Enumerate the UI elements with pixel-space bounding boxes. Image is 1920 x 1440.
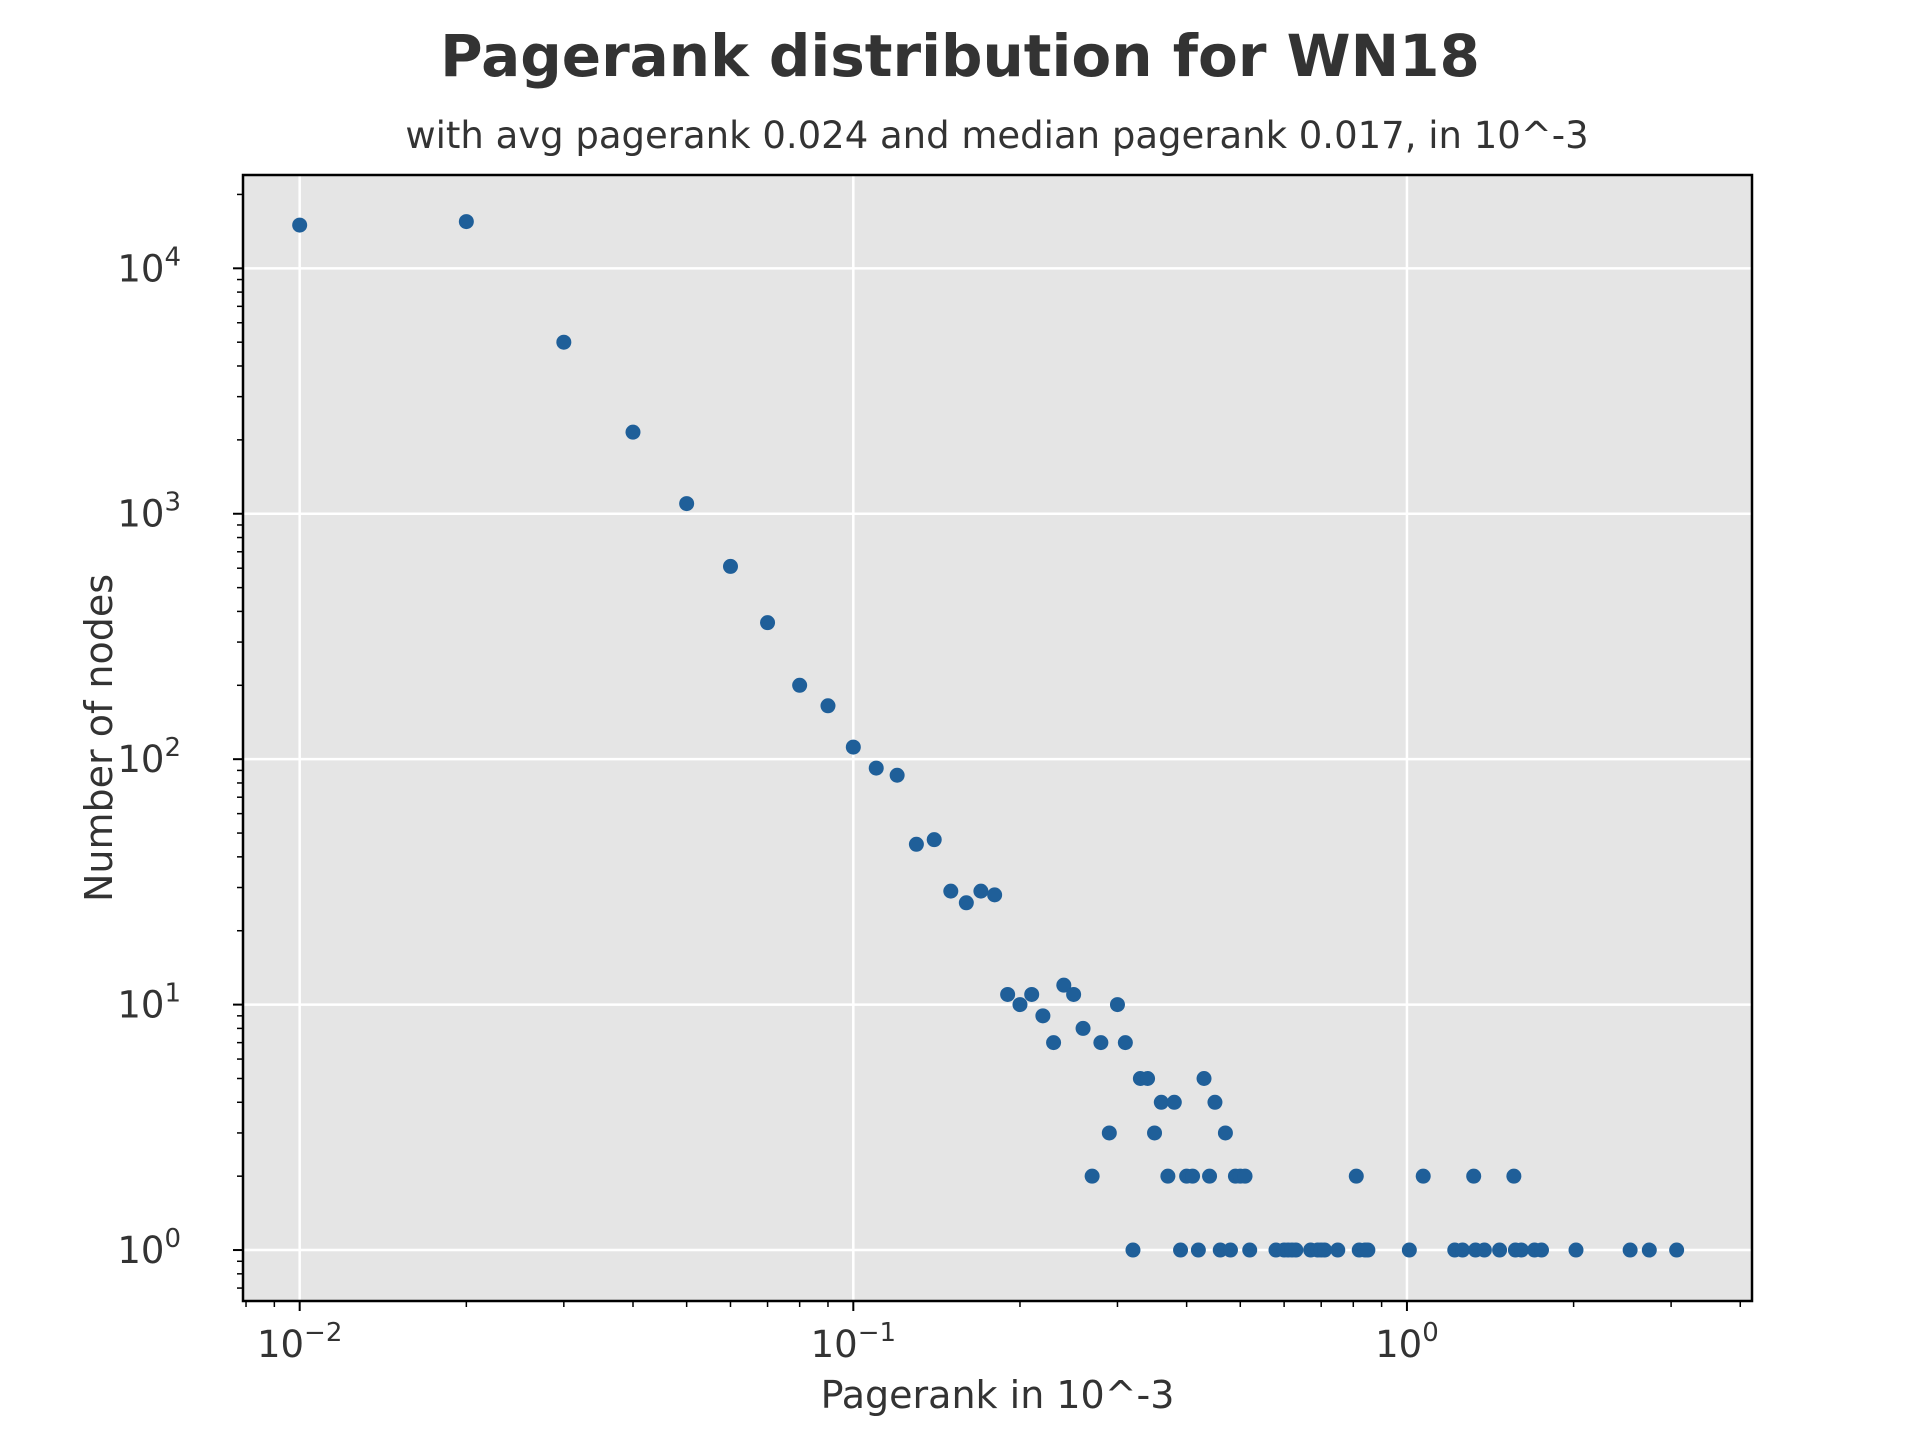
data-point [1202, 1168, 1218, 1184]
data-point [1196, 1070, 1212, 1086]
data-point [926, 832, 942, 848]
data-point [1024, 986, 1040, 1002]
data-point [868, 760, 884, 776]
data-point [1000, 986, 1016, 1002]
data-point [1125, 1242, 1141, 1258]
data-points [292, 214, 1685, 1258]
data-point [889, 767, 905, 783]
data-point [1669, 1242, 1685, 1258]
data-point [1056, 977, 1072, 993]
plot-area [243, 175, 1752, 1301]
plot-frame [241, 173, 1754, 1303]
data-point [1466, 1168, 1482, 1184]
data-point [1046, 1035, 1062, 1051]
data-point [820, 698, 836, 714]
data-point [1109, 997, 1125, 1013]
y-axis-label: Number of nodes [77, 574, 121, 902]
data-point [1160, 1168, 1176, 1184]
data-point [1093, 1035, 1109, 1051]
data-point [1348, 1168, 1364, 1184]
x-tick-label: 100 [1375, 1318, 1439, 1366]
data-point [958, 895, 974, 911]
data-point [1513, 1242, 1529, 1258]
x-tick-label: 10−1 [811, 1318, 896, 1366]
data-point [1455, 1242, 1471, 1258]
data-point [722, 558, 738, 574]
data-point [1534, 1242, 1550, 1258]
data-point [1242, 1242, 1258, 1258]
data-point [1147, 1125, 1163, 1141]
data-point [1641, 1242, 1657, 1258]
data-point [556, 334, 572, 350]
data-point [1117, 1035, 1133, 1051]
data-point [1101, 1125, 1117, 1141]
data-point [1166, 1094, 1182, 1110]
data-point [679, 496, 695, 512]
data-point [1360, 1242, 1376, 1258]
data-point [792, 677, 808, 693]
data-point [1317, 1242, 1333, 1258]
data-point [1153, 1094, 1169, 1110]
x-tick-label: 10−2 [257, 1318, 342, 1366]
data-point [625, 424, 641, 440]
data-point [1476, 1242, 1492, 1258]
data-point [1075, 1020, 1091, 1036]
data-point [1288, 1242, 1304, 1258]
data-point [908, 836, 924, 852]
data-point [1185, 1168, 1201, 1184]
data-point [1492, 1242, 1508, 1258]
data-point [1084, 1168, 1100, 1184]
y-tick-label: 100 [117, 1224, 181, 1272]
chart-title: Pagerank distribution for WN18 [440, 22, 1480, 90]
axis-ticks [233, 193, 1742, 1311]
data-point [1140, 1070, 1156, 1086]
y-tick-label: 104 [117, 242, 181, 290]
data-point [1207, 1094, 1223, 1110]
y-tick-label: 103 [117, 488, 181, 536]
y-tick-label: 101 [117, 979, 181, 1027]
data-point [1415, 1168, 1431, 1184]
data-point [1506, 1168, 1522, 1184]
data-point [1217, 1125, 1233, 1141]
data-point [1035, 1008, 1051, 1024]
y-tick-label: 102 [117, 733, 181, 781]
data-point [1222, 1242, 1238, 1258]
data-point [943, 883, 959, 899]
tick-labels: 10−2 10−1 100 100 101 102 103 104 [117, 242, 1438, 1366]
data-point [845, 739, 861, 755]
data-point [987, 887, 1003, 903]
data-point [458, 214, 474, 230]
data-point [973, 883, 989, 899]
data-point [292, 217, 308, 233]
data-point [1190, 1242, 1206, 1258]
data-point [1012, 997, 1028, 1013]
data-point [760, 615, 776, 631]
data-point [1237, 1168, 1253, 1184]
data-point [1173, 1242, 1189, 1258]
chart-subtitle: with avg pagerank 0.024 and median pager… [405, 114, 1589, 157]
data-point [1330, 1242, 1346, 1258]
x-axis-label: Pagerank in 10^-3 [821, 1373, 1175, 1417]
data-point [1622, 1242, 1638, 1258]
data-point [1066, 986, 1082, 1002]
data-point [1401, 1242, 1417, 1258]
data-point [1568, 1242, 1584, 1258]
